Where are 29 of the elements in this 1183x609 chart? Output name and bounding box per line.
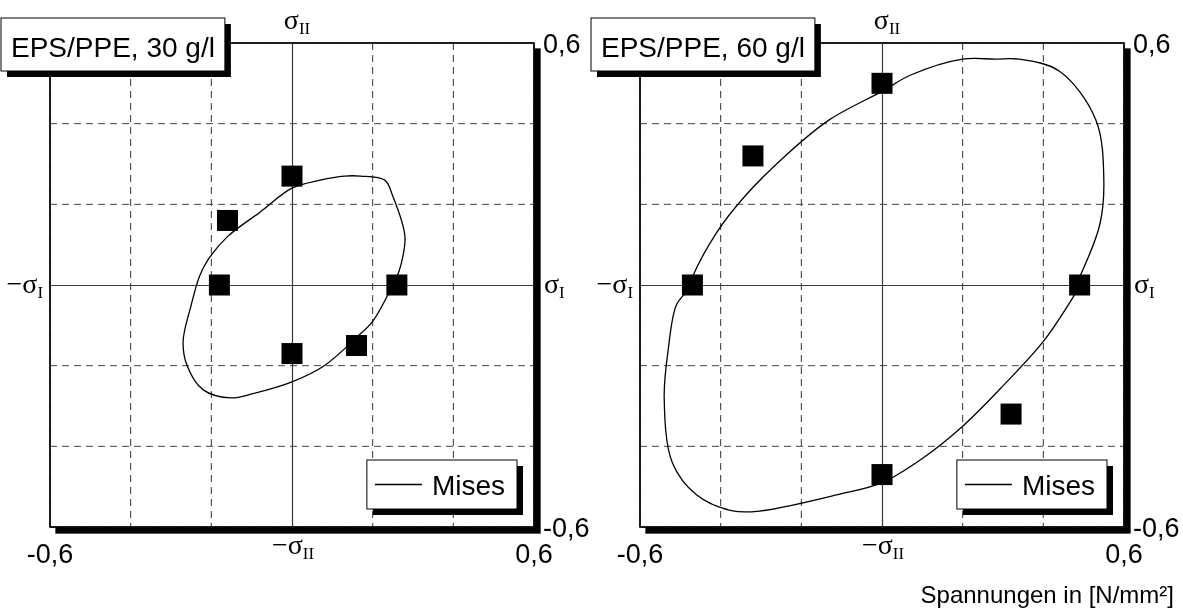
legend-label: Mises [431, 469, 506, 501]
point [1000, 403, 1022, 425]
point [871, 72, 893, 94]
text: Spannungen in [N/mm²] [920, 581, 1174, 608]
point [208, 274, 230, 296]
x-axis-title: σ$_{I}$ [544, 268, 565, 303]
point [1069, 274, 1091, 296]
text: −σ$_{I}$ [596, 268, 633, 303]
text: −σ$_{I}$ [6, 268, 43, 303]
chart-title: EPS/PPE, 30 g/l [11, 32, 215, 63]
legend-label: Mises [1021, 469, 1096, 501]
point [281, 343, 303, 365]
text: −σ$_{II}$ [271, 529, 315, 564]
x-tick-label: -0,6 [26, 539, 74, 569]
point [681, 274, 703, 296]
point [386, 274, 408, 296]
y-axis-title: σ$_{II}$ [283, 4, 311, 39]
x-tick-label: -0,6 [616, 539, 664, 569]
point [871, 464, 893, 486]
x-tick-label: 0,6 [1105, 539, 1143, 569]
point [346, 335, 368, 356]
text: −σ$_{II}$ [861, 529, 905, 564]
point [281, 165, 303, 187]
point [742, 145, 764, 167]
chart-title: EPS/PPE, 60 g/l [601, 32, 805, 63]
x-axis-title: σ$_{I}$ [1134, 268, 1155, 303]
point [216, 209, 238, 231]
x-tick-label: 0,6 [515, 539, 553, 569]
y-axis-title: σ$_{II}$ [873, 4, 901, 39]
